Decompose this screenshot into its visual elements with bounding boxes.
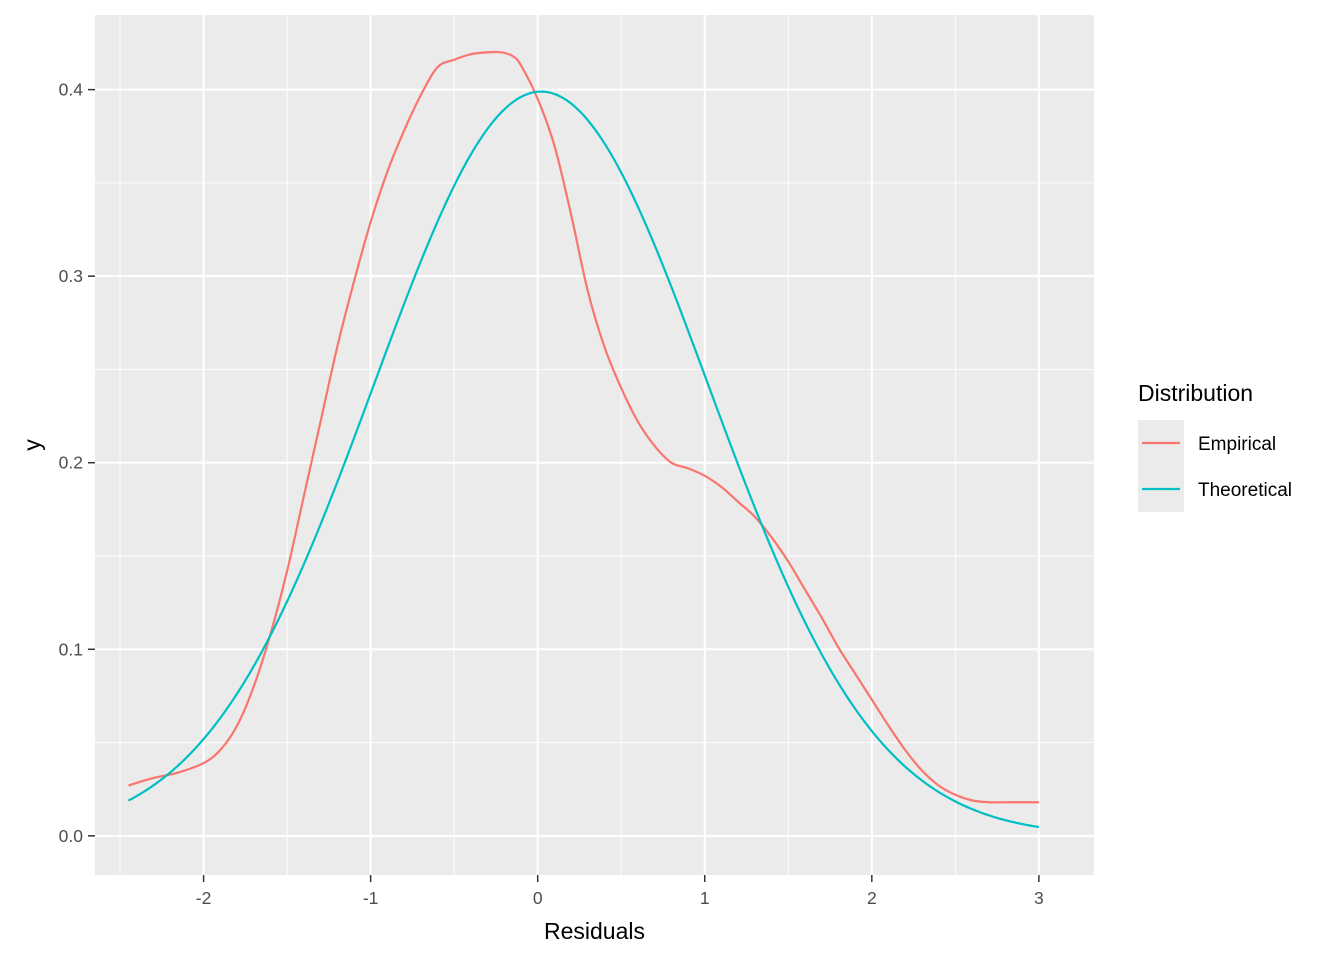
y-tick-label: 0.0 [59, 826, 84, 846]
y-tick-label: 0.2 [59, 453, 83, 473]
series-line-theoretical [127, 90, 1040, 829]
y-tick-label: 0.1 [59, 639, 83, 659]
x-tick-label: -2 [196, 888, 212, 908]
y-tick-label: 0.4 [59, 80, 84, 100]
legend-title: Distribution [1138, 380, 1253, 406]
x-tick-label: -1 [363, 888, 379, 908]
x-tick-label: 3 [1034, 888, 1044, 908]
y-axis: 0.0 0.1 0.2 0.3 0.4 [59, 80, 95, 846]
major-gridlines [95, 15, 1094, 875]
series-line-empirical [128, 50, 1039, 804]
x-tick-label: 1 [700, 888, 710, 908]
x-axis: -2 -1 0 1 2 3 [196, 875, 1044, 908]
legend-label-theoretical: Theoretical [1198, 480, 1292, 501]
x-tick-label: 2 [867, 888, 877, 908]
series-lines [127, 50, 1040, 829]
legend: Distribution Empirical Theoretical [1138, 380, 1292, 512]
panel-background [95, 15, 1094, 875]
x-tick-label: 0 [533, 888, 543, 908]
legend-key-background [1138, 420, 1184, 512]
legend-label-empirical: Empirical [1198, 434, 1276, 455]
y-axis-title: y [19, 439, 45, 451]
minor-gridlines [95, 15, 1094, 875]
y-tick-label: 0.3 [59, 266, 83, 286]
x-axis-title: Residuals [544, 918, 645, 944]
